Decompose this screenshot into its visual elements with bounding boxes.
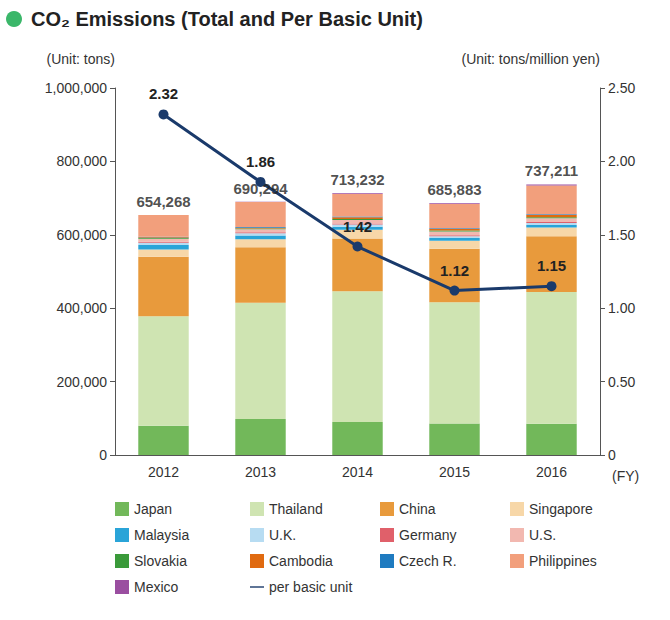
svg-text:(Unit: tons/million yen): (Unit: tons/million yen)	[462, 51, 601, 67]
svg-text:U.S.: U.S.	[529, 527, 556, 543]
svg-text:Philippines: Philippines	[529, 553, 597, 569]
svg-text:Mexico: Mexico	[134, 579, 179, 595]
svg-text:Thailand: Thailand	[269, 501, 323, 517]
svg-text:per basic unit: per basic unit	[269, 579, 352, 595]
svg-text:(Unit: tons): (Unit: tons)	[47, 51, 115, 67]
svg-text:800,000: 800,000	[56, 153, 107, 169]
svg-text:2.50: 2.50	[608, 80, 635, 96]
svg-text:1,000,000: 1,000,000	[45, 80, 107, 96]
svg-text:1.00: 1.00	[608, 300, 635, 316]
svg-text:2012: 2012	[148, 464, 179, 480]
svg-text:1.50: 1.50	[608, 227, 635, 243]
svg-text:Cambodia: Cambodia	[269, 553, 333, 569]
svg-text:0.50: 0.50	[608, 374, 635, 390]
svg-text:U.K.: U.K.	[269, 527, 296, 543]
svg-text:690,294: 690,294	[233, 180, 288, 197]
svg-text:CO₂ Emissions (Total and Per B: CO₂ Emissions (Total and Per Basic Unit)	[31, 8, 423, 30]
svg-text:1.12: 1.12	[440, 262, 469, 279]
svg-text:2015: 2015	[439, 464, 470, 480]
svg-text:1.86: 1.86	[246, 153, 275, 170]
svg-text:0: 0	[99, 447, 107, 463]
svg-text:654,268: 654,268	[136, 193, 190, 210]
svg-text:2016: 2016	[536, 464, 567, 480]
svg-text:685,883: 685,883	[427, 181, 481, 198]
svg-text:737,211: 737,211	[525, 162, 578, 179]
svg-text:400,000: 400,000	[56, 300, 107, 316]
svg-text:200,000: 200,000	[56, 374, 107, 390]
svg-text:Germany: Germany	[399, 527, 457, 543]
svg-text:2013: 2013	[245, 464, 276, 480]
svg-text:Czech R.: Czech R.	[399, 553, 457, 569]
svg-text:1.15: 1.15	[537, 257, 566, 274]
svg-text:Malaysia: Malaysia	[134, 527, 189, 543]
svg-text:Slovakia: Slovakia	[134, 553, 187, 569]
svg-text:0: 0	[608, 447, 616, 463]
svg-text:2.32: 2.32	[149, 85, 178, 102]
svg-text:Japan: Japan	[134, 501, 172, 517]
svg-text:600,000: 600,000	[56, 227, 107, 243]
svg-text:713,232: 713,232	[330, 171, 384, 188]
svg-text:2014: 2014	[342, 464, 373, 480]
svg-text:2.00: 2.00	[608, 153, 635, 169]
svg-text:(FY): (FY)	[612, 468, 639, 484]
svg-text:1.42: 1.42	[343, 218, 372, 235]
svg-text:Singapore: Singapore	[529, 501, 593, 517]
svg-text:China: China	[399, 501, 436, 517]
